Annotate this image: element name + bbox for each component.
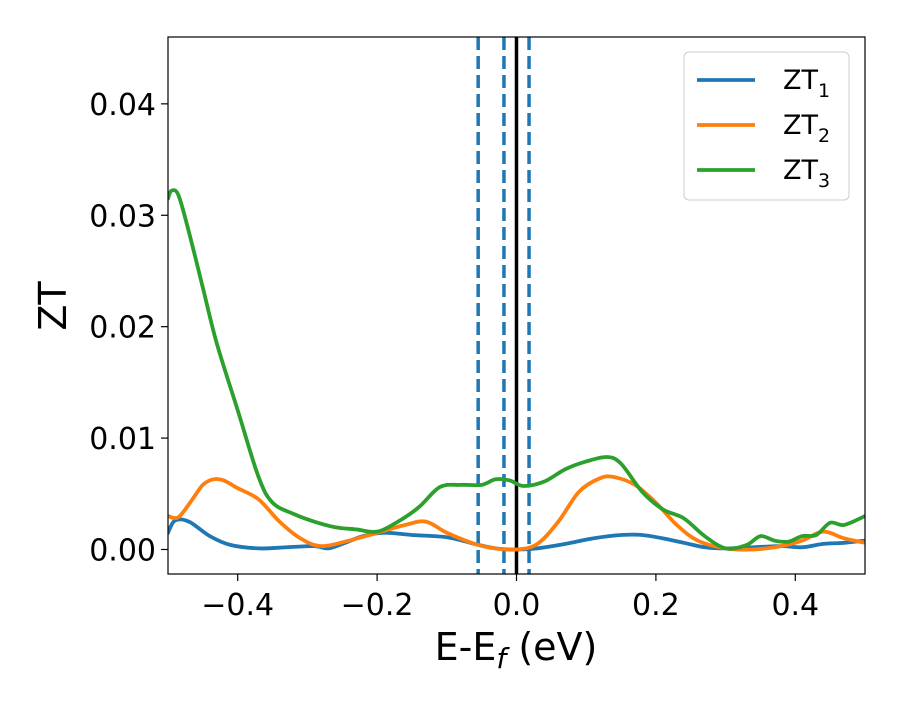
x-tick-label: 0.0 — [493, 588, 541, 623]
y-tick-label: 0.02 — [89, 311, 156, 346]
legend-label-main: ZT — [783, 110, 818, 141]
x-tick-label: −0.4 — [201, 588, 274, 623]
x-axis-label: E-Ef (eV) — [435, 625, 598, 675]
y-tick-label: 0.03 — [89, 199, 156, 234]
legend-label-main: ZT — [783, 155, 818, 186]
reference-lines — [476, 37, 531, 574]
y-axis-label: ZT — [31, 281, 75, 331]
legend-label-subscript: 2 — [818, 125, 830, 147]
legend-label-subscript: 3 — [818, 170, 830, 192]
legend-label-subscript: 1 — [818, 80, 830, 102]
legend-label-zt1: ZT1 — [783, 65, 830, 102]
legend-label-zt3: ZT3 — [783, 155, 830, 192]
x-tick-label: −0.2 — [341, 588, 414, 623]
x-axis-label-unit: (eV) — [506, 625, 597, 669]
y-tick-label: 0.01 — [89, 422, 156, 457]
series-layer — [168, 188, 865, 552]
y-tick-label: 0.00 — [89, 533, 156, 568]
legend-label-main: ZT — [783, 65, 818, 96]
x-tick-label: 0.2 — [632, 588, 680, 623]
x-axis-ticks: −0.4 −0.2 0.0 0.2 0.4 — [201, 574, 819, 623]
legend-box — [683, 51, 850, 201]
legend-label-zt2: ZT2 — [783, 110, 830, 147]
series-line-zt3 — [168, 188, 865, 551]
y-tick-label: 0.04 — [89, 88, 156, 123]
x-tick-label: 0.4 — [771, 588, 819, 623]
y-axis-ticks: 0.00 0.01 0.02 0.03 0.04 — [89, 88, 168, 568]
x-axis-label-main: E-E — [435, 625, 497, 669]
